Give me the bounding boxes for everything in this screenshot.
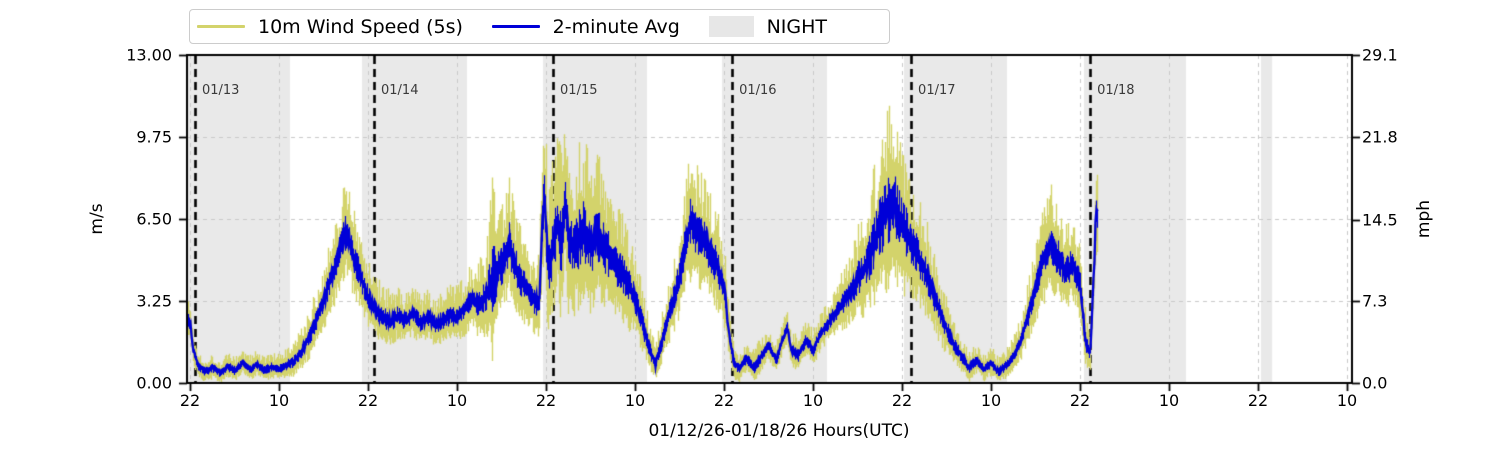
wind-speed-line-swatch xyxy=(197,24,245,29)
legend-label-avg: 2-minute Avg xyxy=(552,15,680,38)
night-patch-swatch xyxy=(708,16,754,37)
y-tick-label-left: 9.75 xyxy=(136,127,172,147)
y-tick-label-right: 7.3 xyxy=(1362,291,1388,311)
legend-item-avg: 2-minute Avg xyxy=(491,15,680,38)
x-tick-label: 22 xyxy=(713,391,735,410)
date-annotation: 01/14 xyxy=(381,83,419,98)
x-tick-label: 10 xyxy=(802,391,824,410)
legend-label-wind-speed: 10m Wind Speed (5s) xyxy=(258,15,463,38)
y-tick-label-right: 29.1 xyxy=(1362,45,1398,65)
x-tick-label: 22 xyxy=(1069,391,1091,410)
x-tick-label: 22 xyxy=(535,391,557,410)
y-axis-label-left: m/s xyxy=(87,203,107,235)
x-tick-label: 10 xyxy=(980,391,1002,410)
y-tick-label-right: 0.0 xyxy=(1362,373,1388,393)
date-annotation: 01/16 xyxy=(739,83,777,98)
x-tick-label: 22 xyxy=(179,391,201,410)
y-tick-label-left: 6.50 xyxy=(136,209,172,229)
y-axis-label-right: mph xyxy=(1414,199,1434,239)
date-annotation: 01/17 xyxy=(918,83,956,98)
x-tick-label: 22 xyxy=(1247,391,1269,410)
x-tick-label: 10 xyxy=(624,391,646,410)
x-tick-label: 10 xyxy=(1158,391,1180,410)
y-tick-label-right: 14.5 xyxy=(1362,210,1398,230)
y-tick-label-left: 3.25 xyxy=(136,291,172,311)
x-tick-label: 22 xyxy=(357,391,379,410)
x-tick-label: 10 xyxy=(268,391,290,410)
y-tick-label-left: 13.00 xyxy=(126,45,172,65)
x-tick-label: 10 xyxy=(1336,391,1358,410)
legend-item-wind-speed: 10m Wind Speed (5s) xyxy=(197,16,463,38)
legend-label-night: NIGHT xyxy=(766,15,827,38)
y-tick-label-right: 21.8 xyxy=(1362,127,1398,147)
legend-item-night: NIGHT xyxy=(708,15,827,38)
avg-line-swatch xyxy=(491,24,540,29)
y-tick-label-left: 0.00 xyxy=(136,373,172,393)
x-tick-label: 22 xyxy=(891,391,913,410)
x-axis-label: 01/12/26-01/18/26 Hours(UTC) xyxy=(648,421,910,441)
legend: 10m Wind Speed (5s) 2-minute Avg NIGHT xyxy=(189,9,890,44)
date-annotation: 01/13 xyxy=(201,83,240,98)
date-annotation: 01/15 xyxy=(560,83,598,98)
x-tick-label: 10 xyxy=(446,391,468,410)
date-annotation: 01/18 xyxy=(1097,83,1135,98)
